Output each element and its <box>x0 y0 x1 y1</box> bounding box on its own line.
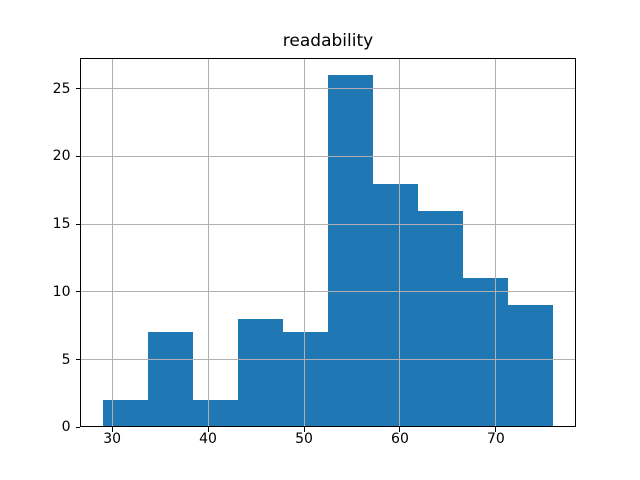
bars-layer <box>80 58 576 428</box>
gridline-horizontal <box>80 291 576 293</box>
y-tick-mark <box>75 291 80 293</box>
histogram-bar <box>463 278 509 428</box>
y-tick-mark <box>75 88 80 90</box>
y-tick-label: 10 <box>52 283 71 300</box>
y-tick-label: 5 <box>61 351 71 368</box>
histogram-bar <box>282 332 328 428</box>
x-tick-label: 50 <box>295 431 313 447</box>
y-tick-label: 15 <box>52 216 71 233</box>
y-tick-mark <box>75 223 80 225</box>
y-tick-label: 25 <box>52 80 71 97</box>
histogram-bar <box>508 305 554 428</box>
y-tick-mark <box>75 155 80 157</box>
y-tick-mark <box>75 426 80 428</box>
x-tick-mark <box>207 427 209 432</box>
histogram-bar <box>418 210 464 428</box>
histogram-bar <box>192 400 238 428</box>
x-tick-mark <box>303 427 305 432</box>
histogram-bar <box>147 332 193 428</box>
y-tick-label: 20 <box>52 148 71 165</box>
x-tick-label: 70 <box>486 431 505 447</box>
gridline-vertical <box>303 57 305 428</box>
gridline-horizontal <box>80 88 576 90</box>
y-tick-mark <box>75 359 80 360</box>
plot-area <box>75 57 576 432</box>
grid-layer <box>80 57 576 428</box>
gridline-vertical <box>495 57 497 428</box>
x-tick-label: 60 <box>391 431 409 447</box>
gridline-vertical <box>399 57 401 428</box>
histogram-bar <box>328 75 374 428</box>
gridline-horizontal <box>80 223 576 225</box>
gridline-horizontal <box>80 359 576 360</box>
x-tick-label: 30 <box>103 431 122 447</box>
ticks-layer <box>75 58 576 432</box>
x-tick-mark <box>495 427 497 432</box>
x-tick-mark <box>399 427 401 432</box>
gridline-vertical <box>111 57 113 428</box>
x-tick-label: 40 <box>199 431 217 447</box>
y-tick-label: 0 <box>61 419 71 436</box>
gridline-horizontal <box>80 155 576 157</box>
gridline-vertical <box>207 57 209 428</box>
histogram-bar <box>102 400 148 428</box>
x-tick-mark <box>111 427 113 432</box>
histogram-bar <box>237 318 283 428</box>
chart-title: readability <box>282 31 374 51</box>
